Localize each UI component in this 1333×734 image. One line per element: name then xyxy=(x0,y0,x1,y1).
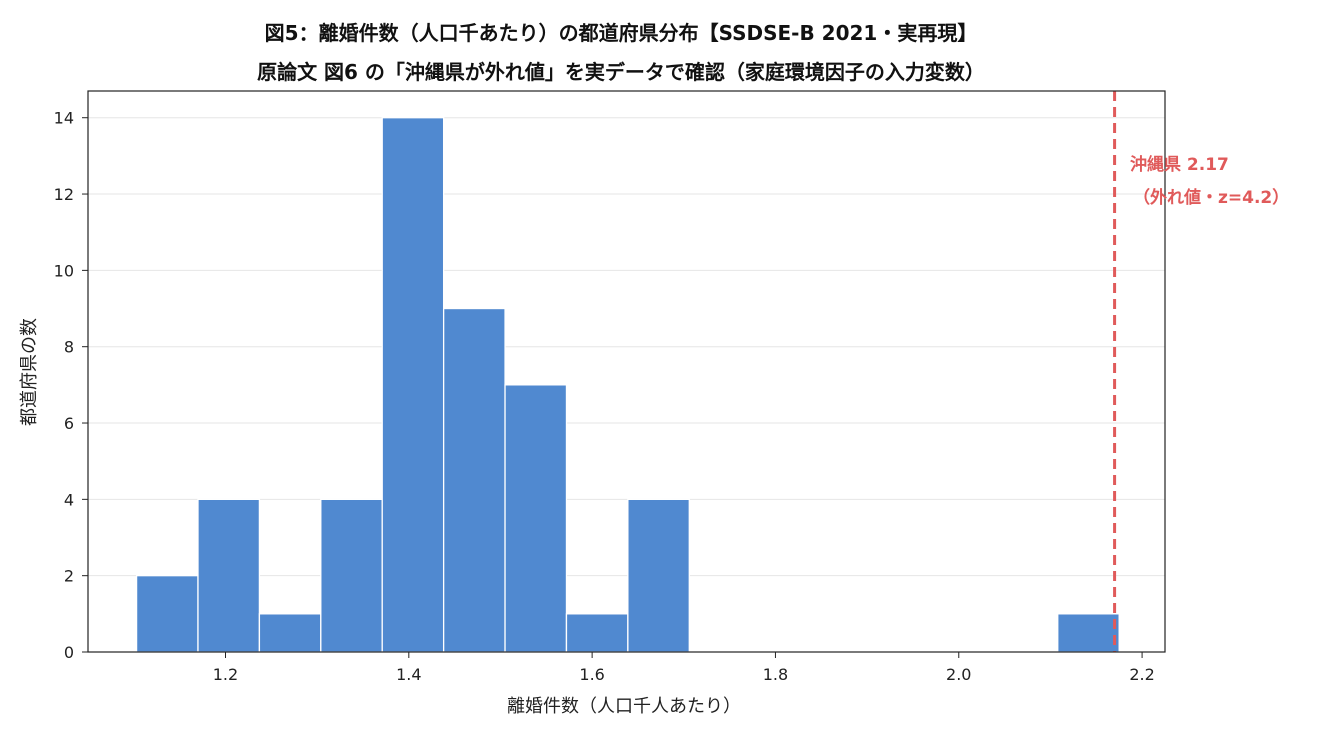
histogram-bar xyxy=(320,498,383,653)
histogram-bar xyxy=(135,575,199,653)
x-tick-label: 1.8 xyxy=(763,665,788,684)
y-tick-label: 6 xyxy=(64,414,74,433)
histogram-bar xyxy=(442,307,506,653)
histogram-bar xyxy=(504,384,568,653)
y-tick-label: 2 xyxy=(64,567,74,586)
histogram-bar xyxy=(565,613,629,653)
x-tick-label: 2.0 xyxy=(946,665,971,684)
histogram-bar xyxy=(627,498,690,653)
histogram-bar xyxy=(1057,613,1120,653)
chart-title: 図5：離婚件数（人口千あたり）の都道府県分布【SSDSE-B 2021・実再現】 xyxy=(265,21,978,45)
plot-frame xyxy=(87,90,1166,653)
y-axis-ticks: 0 2 4 6 8 10 12 14 xyxy=(54,109,88,662)
x-tick-label: 1.4 xyxy=(396,665,421,684)
y-tick-label: 4 xyxy=(64,490,74,509)
y-tick-label: 12 xyxy=(54,185,74,204)
histogram-bar xyxy=(258,613,322,653)
y-axis-label: 都道府県の数 xyxy=(19,318,40,426)
outlier-label-line1: 沖縄県 2.17 xyxy=(1130,154,1229,175)
grid-lines xyxy=(88,117,1165,577)
histogram-bar xyxy=(381,117,445,653)
chart-subtitle: 原論文 図6 の「沖縄県が外れ値」を実データで確認（家庭環境因子の入力変数） xyxy=(257,60,985,84)
x-tick-label: 1.6 xyxy=(579,665,604,684)
x-axis-label: 離婚件数（人口千人あたり） xyxy=(507,696,741,717)
x-axis-ticks: 1.2 1.4 1.6 1.8 2.0 2.2 xyxy=(213,652,1155,684)
x-tick-label: 2.2 xyxy=(1129,665,1154,684)
x-tick-label: 1.2 xyxy=(213,665,238,684)
histogram-bar xyxy=(197,498,261,653)
y-tick-label: 8 xyxy=(64,338,74,357)
y-tick-label: 10 xyxy=(54,261,74,280)
y-tick-label: 14 xyxy=(54,109,74,128)
y-tick-label: 0 xyxy=(64,643,74,662)
histogram-bars xyxy=(135,117,1120,653)
outlier-label-line2: （外れ値・z=4.2） xyxy=(1133,187,1289,208)
